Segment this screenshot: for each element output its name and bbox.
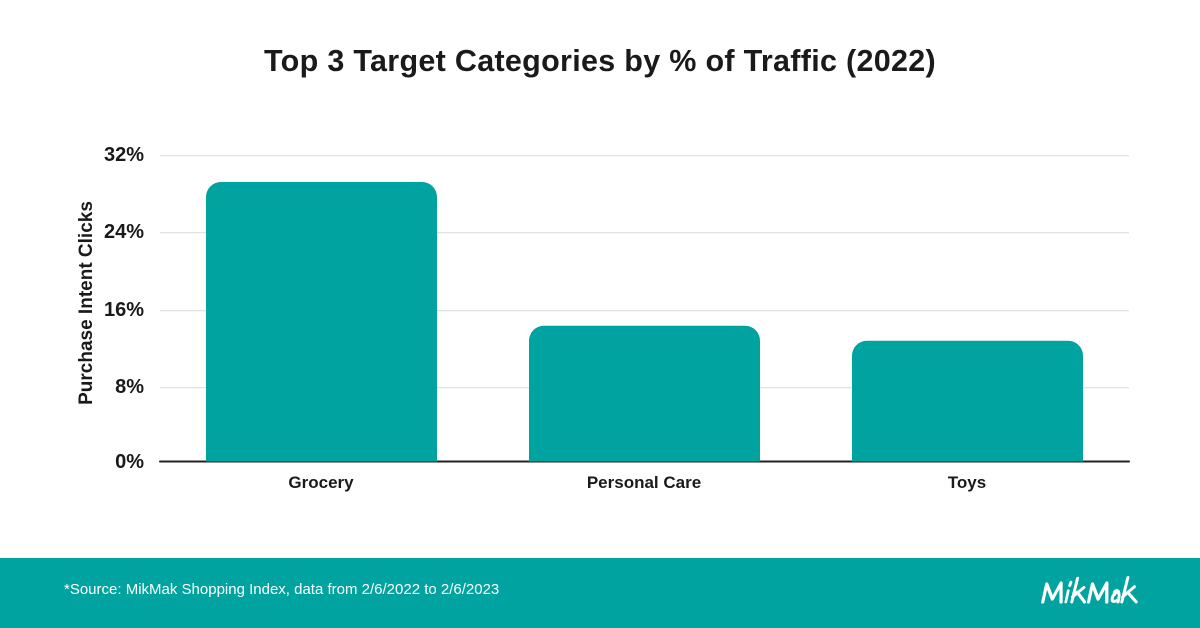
svg-text:8%: 8% [115,376,144,398]
svg-text:0%: 0% [115,451,144,473]
svg-text:Purchase Intent Clicks: Purchase Intent Clicks [76,201,97,405]
svg-text:16%: 16% [104,299,144,321]
svg-text:32%: 32% [104,144,144,166]
svg-text:Personal Care: Personal Care [587,473,701,492]
svg-text:Grocery: Grocery [288,473,354,492]
svg-text:24%: 24% [104,221,144,243]
svg-text:Toys: Toys [948,473,986,492]
